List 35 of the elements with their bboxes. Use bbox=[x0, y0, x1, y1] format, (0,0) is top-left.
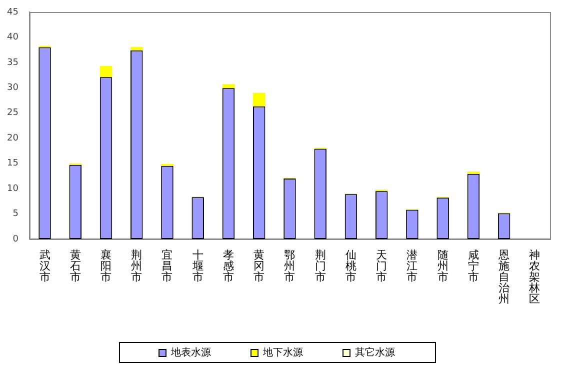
x-tick-label: 宜昌市 bbox=[162, 248, 173, 284]
y-tick-label: 5 bbox=[12, 209, 18, 220]
y-tick-label: 25 bbox=[7, 108, 18, 118]
x-tick-label: 武汉市 bbox=[39, 248, 50, 284]
y-tick-label: 10 bbox=[7, 184, 19, 194]
x-tick-label: 荆门市 bbox=[314, 248, 326, 284]
x-tick-label: 仙桃市 bbox=[345, 248, 356, 284]
legend-label: 地下水源 bbox=[262, 346, 303, 359]
x-tick-label: 黄冈市 bbox=[254, 248, 265, 284]
x-tick-label: 恩施自治州 bbox=[498, 248, 510, 306]
x-tick-label: 神农架林区 bbox=[528, 248, 540, 306]
bar bbox=[467, 171, 480, 174]
bar bbox=[252, 92, 266, 106]
x-tick-label: 潜江市 bbox=[406, 248, 418, 284]
bar bbox=[222, 84, 235, 88]
x-tick-label: 孝感市 bbox=[222, 248, 234, 284]
y-tick-label: 20 bbox=[7, 133, 19, 144]
bar bbox=[130, 46, 143, 50]
x-tick-label: 黄石市 bbox=[70, 248, 81, 284]
y-tick-label: 45 bbox=[7, 7, 18, 18]
y-tick-label: 35 bbox=[7, 58, 18, 68]
y-tick-label: 30 bbox=[7, 83, 19, 94]
x-tick-label: 随州市 bbox=[437, 248, 448, 284]
y-tick-label: 15 bbox=[7, 158, 18, 169]
y-tick-label: 40 bbox=[7, 32, 19, 43]
x-tick-label: 鄂州市 bbox=[284, 248, 296, 284]
x-tick-label: 荆州市 bbox=[131, 248, 142, 284]
y-tick-label: 0 bbox=[12, 234, 19, 244]
bar bbox=[100, 66, 112, 78]
x-tick-label: 天门市 bbox=[376, 248, 388, 284]
legend-label: 地表水源 bbox=[170, 346, 211, 359]
x-tick-label: 襄阳市 bbox=[100, 248, 112, 284]
x-tick-label: 十堰市 bbox=[191, 248, 204, 284]
legend-label: 其它水源 bbox=[355, 346, 395, 359]
x-tick-label: 咸宁市 bbox=[468, 248, 479, 284]
